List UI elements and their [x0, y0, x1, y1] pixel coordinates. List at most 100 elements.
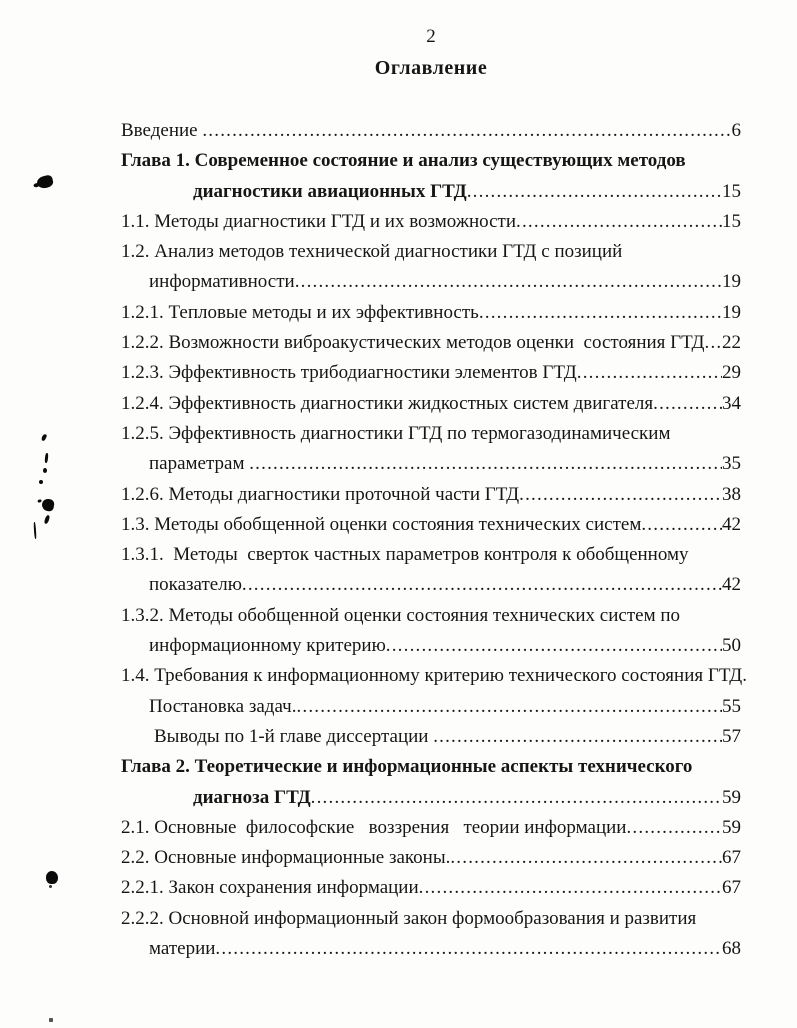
- entry-text: информативности: [149, 271, 295, 293]
- toc-entry: параметрам .............................…: [121, 449, 741, 479]
- ink-scratch: [33, 521, 37, 540]
- ink-speck: [49, 1018, 53, 1022]
- ink-speck: [39, 480, 43, 484]
- toc-entry: 2.2. Основные информационные законы. ...…: [121, 843, 741, 873]
- toc-entry: 1.2.2. Возможности виброакустических мет…: [121, 328, 741, 358]
- entry-page: 59: [722, 816, 741, 838]
- toc-entry: диагностики авиационных ГТД ............…: [121, 177, 741, 207]
- entry-text: Глава 1. Современное состояние и анализ …: [121, 150, 686, 172]
- ink-blot: [35, 174, 55, 190]
- toc-entry: Глава 2. Теоретические и информационные …: [121, 752, 741, 782]
- entry-text: информационному критерию: [149, 635, 386, 657]
- toc-entry: 1.3.2. Методы обобщенной оценки состояни…: [121, 601, 741, 631]
- entry-text: 2.2. Основные информационные законы.: [121, 847, 451, 869]
- entry-text: 2.2.2. Основной информационный закон фор…: [121, 907, 697, 929]
- dot-leader: ........................................…: [418, 877, 722, 899]
- entry-text: 1.1. Методы диагностики ГТД и их возможн…: [121, 210, 517, 232]
- page-number: 2: [426, 26, 436, 47]
- page-title: Оглавление: [374, 57, 488, 79]
- entry-page: 50: [722, 635, 741, 657]
- dot-leader: ........................................…: [294, 271, 722, 293]
- toc-entry: Введение ...............................…: [121, 116, 741, 146]
- toc-entry: 1.2.1. Тепловые методы и их эффективност…: [121, 298, 741, 328]
- entry-text: диагностики авиационных ГТД: [193, 180, 467, 202]
- entry-text: материи: [149, 938, 216, 960]
- entry-page: 67: [722, 847, 741, 869]
- toc-entry: 1.3. Методы обобщенной оценки состояния …: [121, 510, 741, 540]
- dot-leader: ........................................…: [626, 816, 722, 838]
- dot-leader: ........................................…: [202, 120, 732, 141]
- dot-leader: ........................................…: [653, 392, 722, 414]
- entry-page: 19: [722, 271, 741, 293]
- entry-text: 1.3. Методы обобщенной оценки состояния …: [121, 513, 642, 535]
- entry-page: 6: [731, 120, 742, 141]
- dot-leader: ........................................…: [478, 301, 722, 323]
- entry-text: 1.2.2. Возможности виброакустических мет…: [121, 332, 705, 354]
- entry-page: 55: [722, 695, 741, 717]
- entry-text: 1.2.4. Эффективность диагностики жидкост…: [121, 392, 654, 414]
- dot-leader: ........................................…: [516, 210, 722, 232]
- entry-page: 15: [722, 180, 741, 202]
- dot-leader: ........................................…: [704, 332, 723, 354]
- entry-page: 57: [722, 725, 741, 747]
- toc-entry: показателю .............................…: [121, 570, 741, 600]
- entry-page: 68: [722, 938, 741, 960]
- dot-leader: ........................................…: [466, 180, 722, 202]
- entry-page: 42: [722, 513, 741, 535]
- entry-text: 2.2.1. Закон сохранения информации: [121, 877, 419, 899]
- dot-leader: ........................................…: [385, 635, 722, 657]
- ink-speck: [40, 433, 48, 442]
- ink-blot: [46, 871, 58, 888]
- dot-leader: ........................................…: [249, 453, 722, 475]
- dot-leader: ........................................…: [241, 574, 722, 596]
- dot-leader: ........................................…: [296, 695, 722, 717]
- dot-leader: ........................................…: [450, 847, 722, 869]
- entry-text: 1.2.1. Тепловые методы и их эффективност…: [121, 301, 479, 323]
- entry-page: 15: [722, 210, 741, 232]
- entry-page: 29: [722, 362, 741, 384]
- toc-entry: Постановка задач. ......................…: [121, 692, 741, 722]
- entry-page: 34: [722, 392, 741, 414]
- toc-entry: 1.2. Анализ методов технической диагност…: [121, 237, 741, 267]
- entry-text: 1.3.2. Методы обобщенной оценки состояни…: [121, 604, 681, 626]
- toc-entry: 1.1. Методы диагностики ГТД и их возможн…: [121, 207, 741, 237]
- entry-text: Введение: [121, 120, 203, 141]
- toc-entry: 1.2.3. Эффективность трибодиагностики эл…: [121, 358, 741, 388]
- toc-entry: 1.3.1. Методы сверток частных параметров…: [121, 540, 741, 570]
- toc-entry: 1.2.6. Методы диагностики проточной част…: [121, 480, 741, 510]
- entry-page: 19: [722, 301, 741, 323]
- entry-page: 59: [722, 786, 741, 808]
- entry-text: 1.2. Анализ методов технической диагност…: [121, 241, 623, 263]
- entry-text: 1.2.6. Методы диагностики проточной част…: [121, 483, 520, 505]
- entry-text: 1.2.5. Эффективность диагностики ГТД по …: [121, 422, 671, 444]
- toc-entry: 1.2.4. Эффективность диагностики жидкост…: [121, 389, 741, 419]
- entry-page: 38: [722, 483, 741, 505]
- entry-text: 1.3.1. Методы сверток частных параметров…: [121, 544, 689, 566]
- entry-text: 1.4. Требования к информационному критер…: [121, 665, 747, 687]
- entry-text: Глава 2. Теоретические и информационные …: [121, 756, 693, 778]
- entry-page: 67: [722, 877, 741, 899]
- ink-blot: [41, 498, 55, 512]
- toc-entry: 1.4. Требования к информационному критер…: [121, 661, 747, 691]
- entry-text: 1.2.3. Эффективность трибодиагностики эл…: [121, 362, 577, 384]
- dot-leader: ........................................…: [215, 938, 722, 960]
- entry-text: 2.1. Основные философские воззрения теор…: [121, 816, 627, 838]
- toc-entry: диагноза ГТД ...........................…: [121, 783, 741, 813]
- dot-leader: ........................................…: [310, 786, 722, 808]
- ink-speck: [43, 468, 47, 473]
- entry-text: параметрам: [149, 453, 250, 475]
- ink-speck: [43, 514, 51, 525]
- dot-leader: ........................................…: [641, 513, 722, 535]
- entry-text: Выводы по 1-й главе диссертации: [154, 725, 434, 747]
- entry-page: 35: [722, 453, 741, 475]
- toc-entry: информационному критерию ...............…: [121, 631, 741, 661]
- toc-entry: Глава 1. Современное состояние и анализ …: [121, 146, 741, 176]
- toc-entry: информативности ........................…: [121, 267, 741, 297]
- dot-leader: ........................................…: [519, 483, 722, 505]
- entry-page: 42: [722, 574, 741, 596]
- dot-leader: ........................................…: [576, 362, 722, 384]
- entry-text: диагноза ГТД: [193, 786, 311, 808]
- entry-text: показателю: [149, 574, 242, 596]
- toc-entry: 2.2.2. Основной информационный закон фор…: [121, 904, 741, 934]
